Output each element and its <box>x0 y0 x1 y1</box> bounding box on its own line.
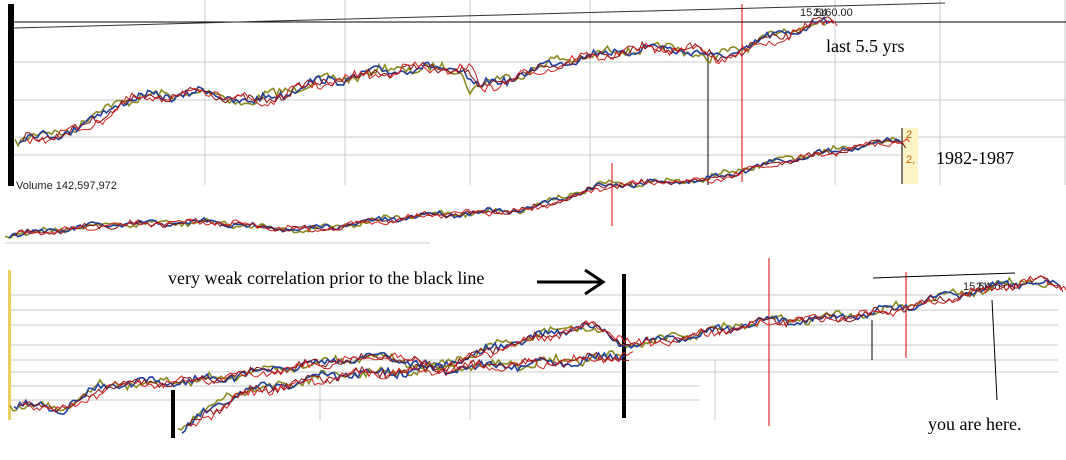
price-trace <box>14 20 826 148</box>
panel-edge <box>8 4 14 186</box>
price-trace <box>21 275 1066 411</box>
price-trace <box>17 275 1064 413</box>
middle-panel: 2 2, 1982-1987 <box>5 128 1014 244</box>
grid <box>11 294 1058 420</box>
bottom-panel: very weak correlation prior to the black… <box>8 258 1058 438</box>
pointer-line <box>991 299 998 401</box>
price-trace <box>181 351 626 434</box>
price-trace <box>18 15 830 144</box>
trend-line <box>872 272 1016 279</box>
annotation: 1982-1987 <box>936 148 1014 168</box>
arrow <box>537 268 606 296</box>
price-trace <box>189 351 634 427</box>
annotation: last 5.5 yrs <box>826 36 905 56</box>
price-trace <box>9 276 1056 412</box>
trend-line <box>13 2 946 29</box>
annotation: you are here. <box>928 414 1021 434</box>
axis-label: 2 <box>906 129 912 141</box>
price-trace <box>13 278 1060 415</box>
axis-label: 2, <box>906 154 915 166</box>
volume-label: Volume 142,597,972 <box>16 180 117 192</box>
annotation: very weak correlation prior to the black… <box>168 268 484 288</box>
price-label: 2160.00 <box>813 7 853 19</box>
grid <box>14 0 1066 185</box>
price-trace <box>185 351 630 426</box>
price-trace <box>22 16 834 141</box>
price-trace <box>16 137 910 236</box>
price-trace <box>26 18 838 145</box>
axis-strip <box>902 128 918 184</box>
black-marker <box>171 390 175 438</box>
panel-edge <box>8 270 11 420</box>
top-panel: 15.54 2160.00 last 5.5 yrs Volume 142,59… <box>8 0 1066 192</box>
price-label: 15.54 <box>800 7 828 19</box>
price-lines <box>4 15 1066 434</box>
